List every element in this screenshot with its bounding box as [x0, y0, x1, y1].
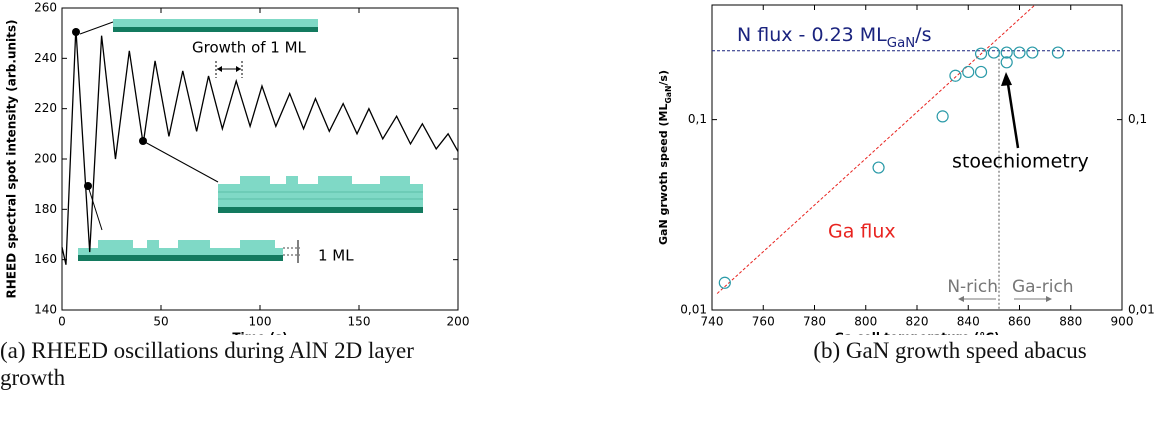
data-point	[1000, 56, 1013, 69]
y-axis-label: GaN grwoth speed (MLGaN/s)	[657, 70, 673, 245]
y-tick-label: 180	[34, 202, 57, 216]
pointer	[142, 140, 219, 183]
data-point	[1013, 46, 1026, 59]
layer-schematics: Growth of 1 ML 1 ML	[72, 19, 423, 265]
data-point	[872, 161, 885, 174]
label-part: /s)	[657, 70, 670, 86]
substrate	[218, 207, 423, 213]
y-tick-label: 0,1	[1128, 112, 1147, 126]
y-tick-label: 0,01	[1128, 303, 1155, 317]
label-part: GaN grwoth speed (ML	[657, 104, 670, 245]
x-axis-label: Time (s)	[232, 331, 287, 336]
x-tick-label: 840	[957, 315, 980, 329]
annotation: 1 ML	[318, 247, 354, 265]
arrow-head	[1001, 72, 1012, 86]
label-part: GaN	[887, 35, 915, 50]
label-part: N flux - 0.23 ML	[737, 23, 887, 45]
y-tick-label: 260	[34, 1, 57, 15]
island	[240, 240, 275, 248]
island	[286, 176, 298, 184]
y-tick-label: 200	[34, 152, 57, 166]
layer	[78, 248, 283, 255]
layer	[218, 184, 423, 207]
fit-line	[716, 4, 1036, 294]
caption: (a) RHEED oscillations during AlN 2D lay…	[0, 338, 414, 390]
y-tick-label: 0,1	[688, 112, 707, 126]
x-tick-label: 880	[1059, 315, 1082, 329]
substrate	[78, 255, 283, 261]
y-tick-label: 160	[34, 252, 57, 266]
data-line	[61, 28, 459, 265]
data-point	[962, 65, 975, 79]
pointer	[87, 185, 103, 231]
x-tick-label: 740	[701, 315, 724, 329]
caption: (b) GaN growth speed abacus	[813, 338, 1087, 363]
data-point	[1051, 46, 1065, 59]
substrate	[113, 27, 318, 32]
y-axis-label: RHEED spectral spot intensity (arb.units…	[5, 19, 19, 298]
arrow-heads	[217, 66, 241, 72]
annotation: Ga-rich	[1012, 277, 1074, 297]
pointer	[1006, 83, 1020, 149]
reference-label: N flux - 0.23 MLGaN/s	[737, 23, 931, 50]
x-tick-label: 780	[803, 315, 826, 329]
label-part: GaN	[664, 86, 673, 104]
x-tick-label: 200	[447, 315, 470, 329]
y-tick-label: 0,01	[680, 303, 707, 317]
x-axis-label: Ga cell temperature (°C)	[834, 331, 999, 336]
x-tick-label: 50	[153, 315, 168, 329]
fit-label: Ga flux	[828, 221, 896, 243]
island	[318, 176, 352, 184]
island	[178, 240, 210, 248]
data-point	[949, 69, 962, 82]
island	[380, 176, 410, 184]
layer	[113, 19, 318, 27]
annotation: N-rich	[947, 277, 998, 297]
island	[98, 240, 133, 248]
arrow-head	[958, 296, 964, 302]
data-point	[974, 65, 988, 79]
data-point	[1026, 46, 1039, 59]
y-tick-label: 140	[34, 303, 57, 317]
label-part: /s	[915, 23, 931, 45]
annotation: stoechiometry	[952, 151, 1089, 173]
arrow-head	[1046, 296, 1052, 302]
x-tick-label: 860	[1008, 315, 1031, 329]
annotation: Growth of 1 ML	[192, 39, 307, 57]
data-point	[974, 47, 988, 60]
data-point	[718, 276, 731, 289]
pointer	[79, 21, 114, 35]
data-point	[1000, 46, 1013, 59]
x-tick-label: 150	[348, 315, 371, 329]
x-tick-label: 900	[1111, 315, 1134, 329]
x-tick-label: 820	[906, 315, 929, 329]
b-annotations: stoechiometry N-rich Ga-rich	[947, 72, 1089, 302]
island	[147, 240, 159, 248]
y-tick-label: 220	[34, 101, 57, 115]
island	[240, 176, 270, 184]
data-point	[936, 110, 949, 123]
x-tick-label: 100	[249, 315, 272, 329]
y-tick-label: 240	[34, 51, 57, 65]
x-tick-label: 800	[854, 315, 877, 329]
figure: Growth of 1 ML 1 ML stoechiometry N-rich…	[5, 1, 1155, 336]
data-point	[987, 46, 1000, 59]
x-tick-label: 0	[58, 315, 66, 329]
x-tick-label: 760	[752, 315, 775, 329]
